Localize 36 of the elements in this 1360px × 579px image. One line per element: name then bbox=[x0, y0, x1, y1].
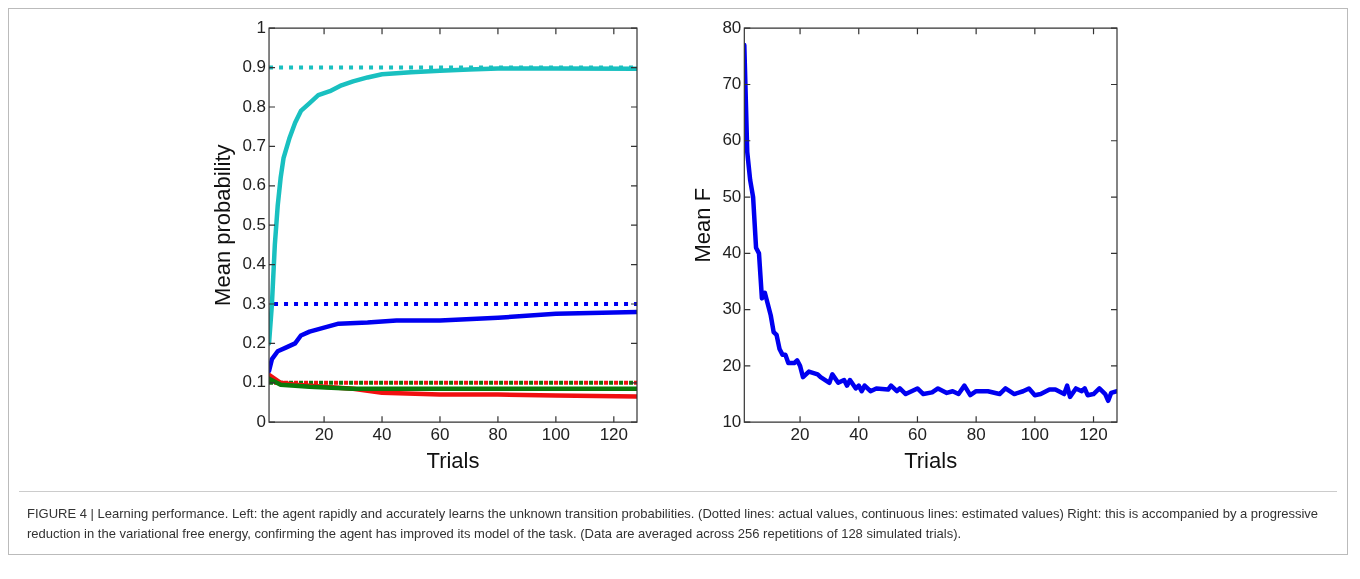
x-tick-label: 120 bbox=[599, 425, 629, 445]
y-axis-title: Mean probability bbox=[210, 144, 236, 306]
y-tick-label: 0.6 bbox=[242, 175, 267, 195]
y-tick-label: 50 bbox=[722, 186, 742, 206]
x-axis-title: Trials bbox=[426, 447, 480, 473]
y-tick-label: 0.8 bbox=[242, 96, 267, 116]
x-tick-label: 20 bbox=[790, 425, 810, 445]
x-tick-label: 60 bbox=[907, 425, 927, 445]
y-tick-label: 20 bbox=[722, 355, 742, 375]
y-axis-title: Mean F bbox=[690, 187, 716, 263]
x-tick-label: 20 bbox=[314, 425, 334, 445]
y-tick-label: 10 bbox=[722, 411, 742, 431]
x-tick-label: 80 bbox=[488, 425, 508, 445]
y-tick-label: 0.2 bbox=[242, 333, 267, 353]
y-tick-label: 0.1 bbox=[242, 372, 267, 392]
y-tick-label: 80 bbox=[722, 17, 742, 37]
y-tick-label: 60 bbox=[722, 130, 742, 150]
y-tick-label: 0.5 bbox=[242, 214, 267, 234]
y-tick-label: 0.4 bbox=[242, 254, 267, 274]
x-tick-label: 40 bbox=[849, 425, 869, 445]
x-tick-label: 120 bbox=[1079, 425, 1108, 445]
y-tick-label: 70 bbox=[722, 74, 742, 94]
x-tick-label: 80 bbox=[966, 425, 986, 445]
y-tick-label: 0 bbox=[256, 411, 267, 431]
y-tick-label: 1 bbox=[256, 17, 267, 37]
x-tick-label: 100 bbox=[541, 425, 571, 445]
y-tick-label: 0.3 bbox=[242, 293, 267, 313]
x-tick-label: 60 bbox=[430, 425, 450, 445]
y-tick-label: 40 bbox=[722, 243, 742, 263]
y-tick-label: 0.7 bbox=[242, 136, 267, 156]
x-tick-label: 40 bbox=[372, 425, 392, 445]
x-tick-label: 100 bbox=[1020, 425, 1050, 445]
y-tick-label: 30 bbox=[722, 299, 742, 319]
y-tick-label: 0.9 bbox=[242, 57, 267, 77]
caption: FIGURE 4 | Learning performance. Left: the agent rapidly and accurately learns the unknown transition probabilities. (Dotted lines: actual values, continuous lines: estimated values) Right: this is accompanied by a progressive reduction in the variational free energy, confirming the agent has improved its model of the task. (Data are averaged across 256 repetitions of 128 simulated trials). bbox=[27, 505, 1320, 543]
x-axis-title: Trials bbox=[904, 447, 958, 473]
